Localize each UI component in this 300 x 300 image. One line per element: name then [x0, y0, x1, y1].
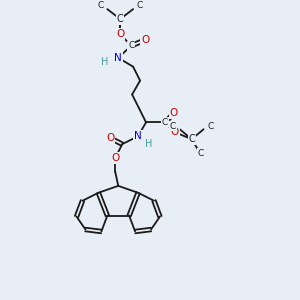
Text: C: C	[128, 41, 134, 50]
Text: N: N	[114, 53, 122, 63]
Text: C: C	[170, 122, 176, 131]
Text: C: C	[207, 122, 214, 131]
Text: C: C	[117, 28, 123, 38]
Text: C: C	[137, 1, 143, 10]
Text: O: O	[106, 133, 114, 143]
Text: C: C	[162, 118, 168, 127]
Text: C: C	[117, 14, 124, 24]
Text: H: H	[145, 139, 153, 149]
Text: H: H	[100, 57, 108, 67]
Text: C: C	[197, 148, 204, 158]
Text: N: N	[134, 131, 142, 141]
Text: O: O	[141, 35, 149, 45]
Text: O: O	[170, 108, 178, 118]
Text: O: O	[111, 153, 119, 163]
Text: C: C	[97, 1, 103, 10]
Text: C: C	[188, 134, 195, 144]
Text: O: O	[116, 29, 124, 39]
Text: O: O	[171, 127, 179, 137]
